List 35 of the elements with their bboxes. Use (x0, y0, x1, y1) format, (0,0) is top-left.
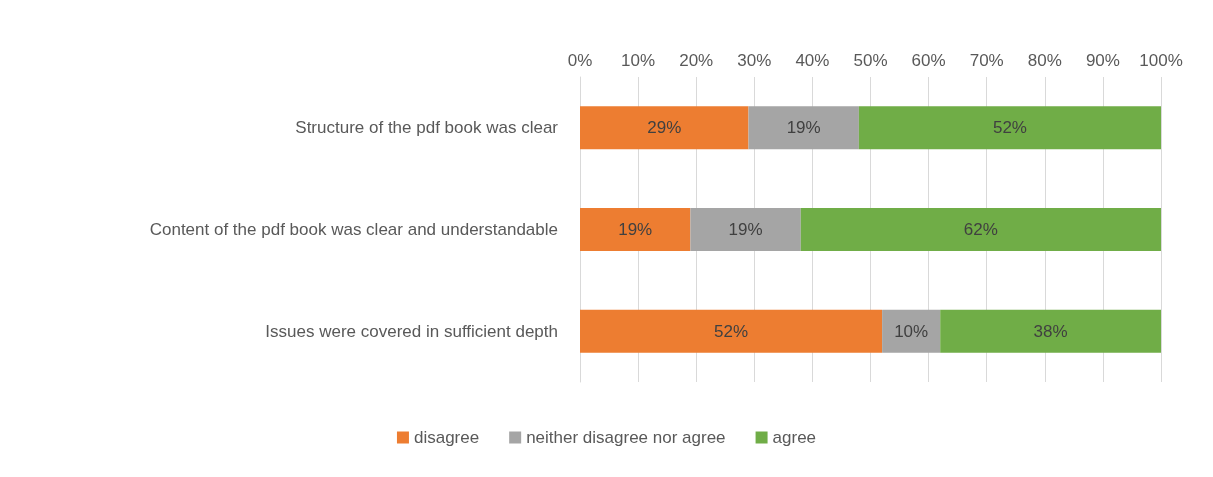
data-label: 19% (786, 118, 821, 138)
x-tick-label: 20% (679, 51, 714, 70)
x-tick-label: 70% (969, 51, 1004, 70)
bar (580, 309, 883, 353)
x-tick-label: 50% (853, 51, 888, 70)
x-tick-label: 0% (567, 51, 593, 70)
x-tick-label: 90% (1085, 51, 1120, 70)
y-tick-label: Content of the pdf book was clear and understandable (149, 220, 558, 239)
data-label: 62% (963, 220, 998, 239)
legend-label: agree (772, 428, 817, 447)
y-tick-label: Issues were covered in sufficient depth (265, 321, 558, 341)
bar (858, 106, 1161, 150)
bar (800, 208, 1161, 251)
data-label: 38% (1033, 321, 1068, 341)
bar (748, 106, 859, 150)
x-tick-label: 60% (911, 51, 946, 70)
bar (580, 106, 749, 150)
data-label: 52% (992, 118, 1027, 138)
legend-label: disagree (413, 428, 480, 447)
x-tick-label: 30% (737, 51, 772, 70)
data-label: 19% (728, 220, 763, 239)
bar (940, 309, 1161, 353)
bar (882, 309, 941, 353)
legend-label: neither disagree nor agree (526, 428, 726, 447)
data-label: 19% (618, 220, 653, 239)
bar (690, 208, 801, 251)
y-tick-label: Structure of the pdf book was clear (295, 118, 559, 138)
x-tick-label: 40% (795, 51, 830, 70)
data-label: 10% (894, 321, 929, 341)
x-tick-label: 100% (1139, 51, 1183, 70)
x-tick-label: 10% (621, 51, 656, 70)
data-label: 29% (647, 118, 682, 138)
data-label: 52% (714, 321, 749, 341)
x-tick-label: 80% (1027, 51, 1062, 70)
bar (580, 208, 691, 251)
